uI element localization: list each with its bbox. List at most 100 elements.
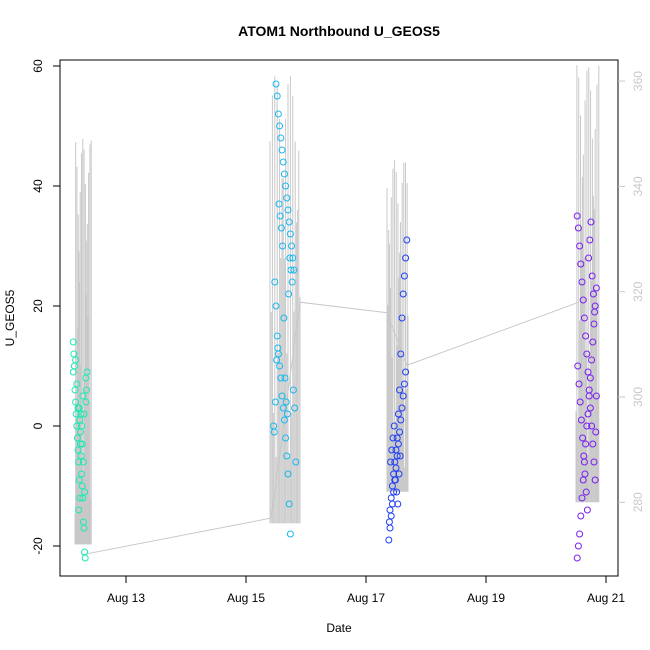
data-point bbox=[75, 506, 83, 514]
data-point bbox=[273, 332, 281, 340]
data-point bbox=[584, 410, 592, 418]
y-tick-label: -20 bbox=[31, 537, 45, 555]
data-point bbox=[581, 470, 589, 478]
data-point bbox=[276, 212, 284, 220]
data-point bbox=[575, 380, 583, 388]
data-point bbox=[279, 404, 287, 412]
data-point bbox=[77, 452, 85, 460]
data-point bbox=[391, 458, 399, 466]
data-point bbox=[388, 482, 396, 490]
data-point bbox=[280, 416, 288, 424]
data-point bbox=[277, 224, 285, 232]
data-point bbox=[74, 446, 82, 454]
data-point bbox=[397, 416, 405, 424]
data-point bbox=[286, 254, 294, 262]
data-point bbox=[282, 182, 290, 190]
data-point bbox=[392, 446, 400, 454]
data-point bbox=[573, 212, 581, 220]
data-point bbox=[400, 272, 408, 280]
data-point bbox=[591, 308, 599, 316]
data-point bbox=[286, 230, 294, 238]
data-point bbox=[286, 530, 294, 538]
data-point bbox=[69, 368, 77, 376]
data-point bbox=[77, 410, 85, 418]
data-point bbox=[582, 440, 590, 448]
data-point bbox=[396, 452, 404, 460]
y-axis: -20 0 20 40 60 bbox=[31, 59, 60, 555]
data-point bbox=[78, 440, 86, 448]
data-point bbox=[394, 500, 402, 508]
data-point bbox=[273, 356, 281, 364]
data-point bbox=[583, 350, 591, 358]
data-point bbox=[587, 218, 595, 226]
data-point bbox=[80, 524, 88, 532]
data-point bbox=[388, 446, 396, 454]
y-tick-label: 20 bbox=[31, 299, 45, 313]
data-point bbox=[578, 278, 586, 286]
data-point bbox=[81, 554, 89, 562]
data-point bbox=[577, 416, 585, 424]
data-point bbox=[277, 134, 285, 142]
right-y-tick-label: 360 bbox=[631, 71, 645, 91]
data-point bbox=[590, 458, 598, 466]
x-tick-label: Aug 19 bbox=[467, 591, 505, 605]
data-point bbox=[586, 374, 594, 382]
x-tick-label: Aug 15 bbox=[227, 591, 265, 605]
data-point bbox=[591, 476, 599, 484]
data-point bbox=[399, 392, 407, 400]
data-point bbox=[289, 254, 297, 262]
data-point bbox=[78, 470, 86, 478]
x-tick-label: Aug 21 bbox=[587, 591, 625, 605]
data-point bbox=[592, 392, 600, 400]
data-point bbox=[582, 332, 590, 340]
data-point bbox=[270, 428, 278, 436]
right-y-axis: 280 300 320 340 360 bbox=[618, 71, 645, 512]
data-point bbox=[81, 488, 89, 496]
data-point bbox=[399, 290, 407, 298]
data-point bbox=[586, 236, 594, 244]
data-point bbox=[82, 398, 90, 406]
data-point bbox=[274, 110, 282, 118]
right-y-tick-label: 300 bbox=[631, 387, 645, 407]
data-point bbox=[396, 386, 404, 394]
x-axis: Aug 13 Aug 15 Aug 17 Aug 19 Aug 21 bbox=[107, 576, 625, 605]
data-point bbox=[402, 368, 410, 376]
y-tick-label: 0 bbox=[31, 422, 45, 429]
data-point bbox=[579, 296, 587, 304]
data-point bbox=[279, 158, 287, 166]
data-point bbox=[74, 404, 82, 412]
y-axis-label: U_GEOS5 bbox=[3, 289, 17, 346]
data-point bbox=[276, 122, 284, 130]
data-point bbox=[288, 242, 296, 250]
data-point bbox=[285, 500, 293, 508]
altitude-path bbox=[80, 301, 580, 556]
data-point bbox=[282, 398, 290, 406]
data-point bbox=[387, 512, 395, 520]
data-point bbox=[273, 92, 281, 100]
data-point bbox=[577, 260, 585, 268]
data-point bbox=[279, 242, 287, 250]
data-point bbox=[277, 374, 285, 382]
data-point bbox=[396, 428, 404, 436]
right-y-tick-label: 280 bbox=[631, 492, 645, 512]
plot-frame bbox=[59, 59, 619, 577]
data-point bbox=[579, 434, 587, 442]
data-point bbox=[272, 302, 280, 310]
data-point bbox=[586, 404, 594, 412]
data-point bbox=[76, 494, 84, 502]
data-point bbox=[573, 554, 581, 562]
data-point bbox=[590, 320, 598, 328]
data-point bbox=[398, 404, 406, 412]
data-point bbox=[400, 380, 408, 388]
data-point bbox=[282, 434, 290, 442]
data-point bbox=[291, 404, 299, 412]
data-point bbox=[588, 272, 596, 280]
data-point bbox=[278, 392, 286, 400]
data-point bbox=[385, 518, 393, 526]
data-point bbox=[576, 242, 584, 250]
right-y-tick-label: 320 bbox=[631, 281, 645, 301]
data-point bbox=[585, 392, 593, 400]
points-layer bbox=[69, 80, 600, 562]
data-point bbox=[391, 476, 399, 484]
data-point bbox=[588, 356, 596, 364]
